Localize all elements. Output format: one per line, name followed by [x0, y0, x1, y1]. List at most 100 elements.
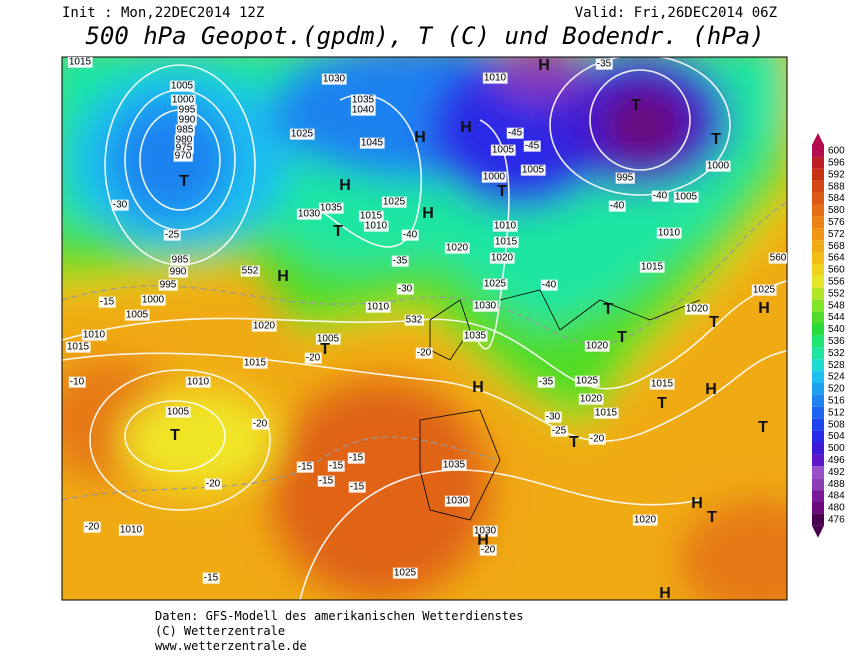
label-text: 990 [179, 115, 196, 126]
contour-label: 1015 [67, 57, 93, 68]
colorbar-label: 516 [828, 395, 845, 406]
label-text: 1035 [443, 460, 466, 471]
center-letter: H [705, 381, 717, 398]
label-text: 1010 [365, 221, 388, 232]
colorbar-arrow [812, 525, 824, 538]
contour-label: -20 [83, 521, 101, 533]
contour-label: 1000 [140, 294, 166, 306]
colorbar-label: 532 [828, 348, 845, 359]
pressure-center: T [569, 434, 579, 451]
pressure-center: T [179, 173, 189, 190]
map-labels: 101510051000995990985980975970T-30-25985… [65, 57, 787, 602]
contour-label: -15 [327, 460, 345, 472]
contour-label: 1015 [65, 341, 91, 353]
colorbar-label: 568 [828, 241, 845, 252]
label-text: -40 [403, 230, 418, 241]
center-letter: T [711, 131, 721, 148]
label-text: -25 [552, 426, 567, 437]
label-box [523, 140, 541, 152]
center-letter: H [277, 268, 289, 285]
contour-label: 1020 [578, 393, 604, 405]
label-text: -30 [398, 284, 413, 295]
label-box [170, 94, 196, 106]
label-box [365, 301, 391, 313]
center-letter: T [333, 223, 343, 240]
label-text: 995 [617, 173, 634, 184]
label-box [490, 144, 516, 156]
label-box [65, 341, 91, 353]
colorbar-cell [812, 180, 824, 193]
center-letter: T [758, 419, 768, 436]
label-text: 552 [242, 266, 259, 277]
contour-label: -30 [111, 199, 129, 211]
contour-label: -30 [396, 283, 414, 295]
label-box [392, 567, 418, 579]
label-box [242, 357, 268, 369]
label-text: -45 [508, 128, 523, 139]
label-box [472, 525, 498, 537]
label-box [593, 407, 619, 419]
label-box [204, 478, 222, 490]
colorbar-label: 552 [828, 288, 845, 299]
colorbar-cell [812, 371, 824, 383]
center-letter: H [659, 585, 671, 602]
label-box [550, 425, 568, 437]
label-text: 1020 [634, 515, 657, 526]
center-letter: T [617, 329, 627, 346]
contour-label: 1005 [169, 80, 195, 92]
label-text: 1010 [120, 525, 143, 536]
label-text: -30 [113, 200, 128, 211]
contour-label: 1005 [124, 309, 150, 321]
label-text: 1005 [126, 310, 149, 321]
label-box [705, 160, 731, 172]
label-text: -20 [206, 479, 221, 490]
contour-label: 1020 [632, 514, 658, 526]
label-box [506, 127, 524, 139]
colorbar-cell [812, 442, 824, 455]
colorbar-cell [812, 466, 824, 479]
label-text: 1015 [244, 358, 267, 369]
label-box [251, 320, 277, 332]
contour-label: 1025 [482, 278, 508, 290]
label-box [441, 459, 467, 471]
contour-label: 980 [174, 134, 194, 146]
pressure-center: H [472, 379, 484, 396]
contour-label: -40 [651, 190, 669, 202]
label-box [163, 229, 181, 241]
colorbar-label: 580 [828, 205, 845, 216]
center-letter: H [758, 300, 770, 317]
label-box [174, 134, 194, 146]
center-letter: T [569, 434, 579, 451]
valid-time: Valid: Fri,26DEC2014 06Z [575, 5, 777, 21]
contour-label: 1025 [751, 284, 777, 296]
colorbar-label: 588 [828, 181, 845, 192]
center-letter: T [603, 301, 613, 318]
contour-label: -35 [537, 376, 555, 388]
colorbar-cell [812, 275, 824, 288]
colorbar-cell [812, 335, 824, 348]
contour-label: -25 [550, 425, 568, 437]
label-box [639, 261, 665, 273]
label-box [170, 254, 190, 266]
colorbar-label: 504 [828, 431, 845, 442]
label-text: 1005 [675, 192, 698, 203]
pressure-center: H [414, 129, 426, 146]
footer-line: Daten: GFS-Modell des amerikanischen Wet… [155, 609, 523, 623]
colorbar-label: 508 [828, 419, 845, 430]
contour-label: -15 [296, 461, 314, 473]
contour-label: -40 [540, 279, 558, 291]
pressure-center: T [709, 314, 719, 331]
contour-label: -45 [523, 140, 541, 152]
contour-label: -20 [304, 352, 322, 364]
colorbar-label: 476 [828, 514, 845, 525]
contour-label: -35 [391, 255, 409, 267]
pressure-center: H [339, 177, 351, 194]
label-text: -35 [539, 377, 554, 388]
label-box [168, 266, 188, 278]
label-text: 1010 [83, 330, 106, 341]
label-box [444, 242, 470, 254]
contour-label: -20 [204, 478, 222, 490]
contour-label: 1020 [489, 252, 515, 264]
pressure-center: T [758, 419, 768, 436]
label-text: 970 [175, 151, 192, 162]
